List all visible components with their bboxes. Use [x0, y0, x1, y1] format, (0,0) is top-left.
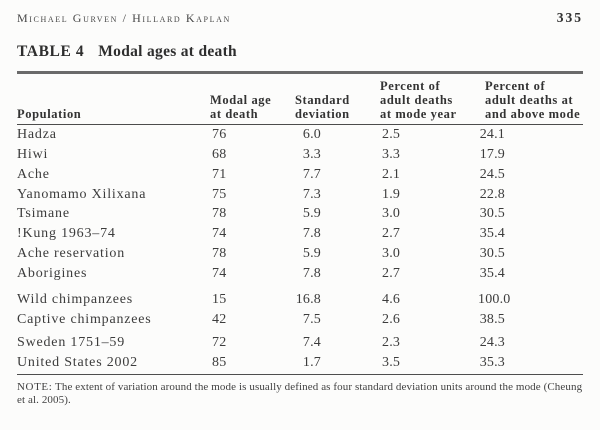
- table-row: !Kung 1963–74 74 7.8 2.7 35.4: [17, 224, 583, 244]
- table-row: Sweden 1751–59 72 7.4 2.3 24.3: [17, 330, 583, 353]
- population-cell: Ache: [17, 166, 50, 182]
- table-group-1: Hadza 76 6.0 2.5 24.1 Hiwi 68 3.3 3.3 17.9 Ache 71 7…: [17, 125, 583, 284]
- column-header-std-deviation: Standard deviation: [295, 73, 380, 126]
- pct-above-mode-cell: 22.8: [479, 186, 505, 202]
- table-row: United States 2002 85 1.7 3.5 35.3: [17, 353, 583, 373]
- table-row: Aborigines 74 7.8 2.7 35.4: [17, 264, 583, 284]
- pct-at-mode-cell: 3.5: [382, 354, 401, 370]
- population-cell: Wild chimpanzees: [17, 292, 134, 308]
- page-number: 335: [556, 10, 583, 25]
- column-header-population: Population: [17, 73, 210, 126]
- modal-age-cell: 78: [212, 245, 227, 261]
- std-dev-cell: 5.9: [302, 245, 321, 261]
- modal-age-cell: 42: [212, 312, 227, 328]
- table-label: TABLE 4: [17, 43, 85, 60]
- pct-above-mode-cell: 30.5: [479, 245, 505, 261]
- population-cell: United States 2002: [17, 354, 138, 370]
- column-header-modal-age: Modal age at death: [210, 73, 295, 126]
- table-note: NOTE: The extent of variation around the…: [17, 381, 583, 407]
- column-header-pct-above-mode: Percent of adult deaths at and above mod…: [485, 73, 583, 126]
- modal-age-cell: 76: [212, 127, 227, 143]
- authors: Michael Gurven / Hillard Kaplan: [17, 11, 231, 25]
- population-cell: Yanomamo Xilixana: [17, 186, 147, 202]
- table-header: Population Modal age at death Standard d…: [17, 73, 583, 126]
- note-label: NOTE:: [17, 381, 53, 394]
- modal-age-cell: 68: [212, 146, 227, 162]
- std-dev-cell: 7.7: [302, 166, 321, 182]
- journal-page: Michael Gurven / Hillard Kaplan 335 TABL…: [0, 11, 600, 407]
- pct-above-mode-cell: 24.5: [479, 166, 505, 182]
- pct-at-mode-cell: 4.6: [382, 292, 401, 308]
- table-row: Tsimane 78 5.9 3.0 30.5: [17, 204, 583, 224]
- population-cell: Ache reservation: [17, 245, 126, 261]
- pct-at-mode-cell: 3.3: [382, 146, 401, 162]
- population-cell: Hadza: [17, 127, 57, 143]
- std-dev-cell: 7.8: [302, 265, 321, 281]
- pct-at-mode-cell: 2.6: [382, 312, 401, 328]
- note-text: The extent of variation around the mode …: [17, 381, 583, 407]
- modal-age-cell: 15: [212, 292, 227, 308]
- table-title: TABLE 4 Modal ages at death: [17, 44, 583, 60]
- modal-age-cell: 71: [212, 166, 227, 182]
- pct-above-mode-cell: 35.3: [479, 354, 505, 370]
- table-row: Yanomamo Xilixana 75 7.3 1.9 22.8: [17, 185, 583, 205]
- running-head: Michael Gurven / Hillard Kaplan 335: [17, 10, 583, 26]
- modal-ages-table: Population Modal age at death Standard d…: [17, 73, 583, 373]
- std-dev-cell: 7.8: [302, 226, 321, 242]
- table-row: Ache 71 7.7 2.1 24.5: [17, 165, 583, 185]
- column-header-pct-at-mode: Percent of adult deaths at mode year: [380, 73, 485, 126]
- std-dev-cell: 5.9: [302, 206, 321, 222]
- modal-age-cell: 74: [212, 226, 227, 242]
- pct-above-mode-cell: 24.3: [479, 335, 505, 351]
- std-dev-cell: 6.0: [302, 127, 321, 143]
- pct-above-mode-cell: 35.4: [479, 226, 505, 242]
- pct-above-mode-cell: 38.5: [479, 312, 505, 328]
- std-dev-cell: 1.7: [302, 354, 321, 370]
- modal-age-cell: 85: [212, 354, 227, 370]
- std-dev-cell: 7.5: [302, 312, 321, 328]
- table-row: Hiwi 68 3.3 3.3 17.9: [17, 145, 583, 165]
- table-caption: Modal ages at death: [98, 43, 237, 60]
- pct-at-mode-cell: 2.1: [382, 166, 401, 182]
- table-row: Hadza 76 6.0 2.5 24.1: [17, 125, 583, 145]
- table-row: Ache reservation 78 5.9 3.0 30.5: [17, 244, 583, 264]
- pct-above-mode-cell: 30.5: [479, 206, 505, 222]
- population-cell: !Kung 1963–74: [17, 226, 116, 242]
- pct-at-mode-cell: 2.3: [382, 335, 401, 351]
- modal-age-cell: 74: [212, 265, 227, 281]
- pct-at-mode-cell: 2.7: [382, 226, 401, 242]
- std-dev-cell: 7.3: [302, 186, 321, 202]
- std-dev-cell: 7.4: [302, 335, 321, 351]
- population-cell: Tsimane: [17, 206, 70, 222]
- table-top-rule: [17, 71, 583, 74]
- table-row: Wild chimpanzees 15 16.8 4.6 100.0: [17, 283, 583, 310]
- pct-above-mode-cell: 17.9: [479, 146, 505, 162]
- pct-at-mode-cell: 2.5: [382, 127, 401, 143]
- population-cell: Captive chimpanzees: [17, 312, 152, 328]
- header-row: Population Modal age at death Standard d…: [17, 73, 583, 126]
- pct-at-mode-cell: 1.9: [382, 186, 401, 202]
- pct-above-mode-cell: 24.1: [479, 127, 505, 143]
- pct-at-mode-cell: 3.0: [382, 245, 401, 261]
- table-bottom-rule: [17, 373, 583, 376]
- std-dev-cell: 16.8: [295, 292, 321, 308]
- table-row: Captive chimpanzees 42 7.5 2.6 38.5: [17, 310, 583, 330]
- pct-above-mode-cell: 35.4: [479, 265, 505, 281]
- table-group-3: Sweden 1751–59 72 7.4 2.3 24.3 United States …: [17, 330, 583, 373]
- modal-age-cell: 78: [212, 206, 227, 222]
- modal-age-cell: 75: [212, 186, 227, 202]
- population-cell: Aborigines: [17, 265, 88, 281]
- pct-at-mode-cell: 3.0: [382, 206, 401, 222]
- table-group-2: Wild chimpanzees 15 16.8 4.6 100.0 Captive ch…: [17, 283, 583, 330]
- modal-age-cell: 72: [212, 335, 227, 351]
- population-cell: Sweden 1751–59: [17, 335, 126, 351]
- std-dev-cell: 3.3: [302, 146, 321, 162]
- pct-at-mode-cell: 2.7: [382, 265, 401, 281]
- population-cell: Hiwi: [17, 146, 49, 162]
- pct-above-mode-cell: 100.0: [478, 292, 511, 308]
